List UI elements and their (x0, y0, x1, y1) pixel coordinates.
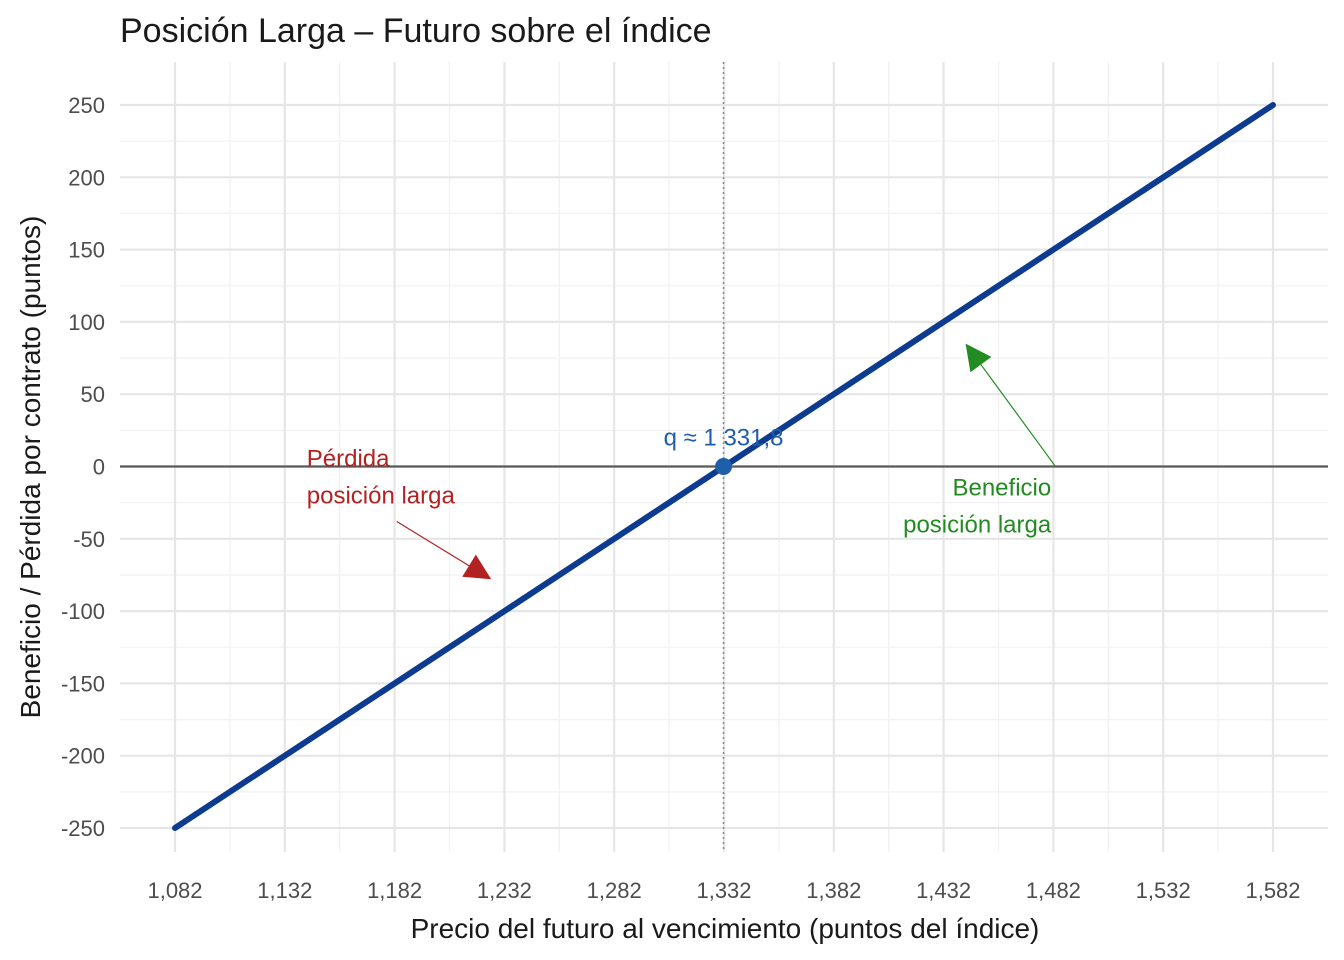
x-tick-label: 1,382 (806, 878, 861, 903)
x-tick-label: 1,082 (147, 878, 202, 903)
y-tick-label: -150 (61, 671, 105, 696)
annotation-arrow-shaft (980, 364, 1057, 468)
annotation-arrow-shaft (396, 520, 470, 567)
y-tick-label: 0 (93, 455, 105, 480)
x-tick-label: 1,432 (916, 878, 971, 903)
annotation-line: Beneficio (952, 474, 1051, 501)
x-tick-label: 1,132 (257, 878, 312, 903)
y-tick-label: -200 (61, 744, 105, 769)
series-layer: q ≈ 1 331,8 (172, 102, 1276, 831)
tick-labels: 1,082 1,132 1,182 1,232 1,282 1,332 1,382 1,432… (61, 93, 1301, 903)
annotation-line: Pérdida (307, 446, 390, 473)
breakeven-label: q ≈ 1 331,8 (664, 425, 784, 452)
breakeven-point (715, 458, 733, 475)
x-tick-label: 1,582 (1245, 878, 1300, 903)
x-tick-label: 1,482 (1026, 878, 1081, 903)
y-axis-title: Beneficio / Pérdida por contrato (puntos… (15, 216, 46, 719)
x-tick-label: 1,232 (477, 878, 532, 903)
x-tick-label: 1,332 (696, 878, 751, 903)
annotation-arrow-head (462, 554, 492, 580)
annotation-label: Beneficio posición larga (903, 474, 1052, 538)
annotation-arrow-head (965, 343, 992, 373)
x-tick-label: 1,532 (1136, 878, 1191, 903)
y-tick-label: 150 (68, 238, 105, 263)
y-tick-label: 250 (68, 93, 105, 118)
x-tick-label: 1,282 (587, 878, 642, 903)
annotation-line: posición larga (307, 483, 456, 510)
y-tick-label: -50 (73, 527, 105, 552)
annotations: Pérdida posición larga Beneficio posición l… (307, 343, 1057, 580)
x-tick-label: 1,182 (367, 878, 422, 903)
annotation-line: posición larga (903, 511, 1052, 538)
x-axis-title: Precio del futuro al vencimiento (puntos… (411, 913, 1040, 944)
y-tick-label: 50 (81, 382, 105, 407)
y-tick-label: -250 (61, 816, 105, 841)
annotation-label: Pérdida posición larga (307, 446, 456, 510)
y-tick-label: 100 (68, 310, 105, 335)
y-tick-label: -100 (61, 599, 105, 624)
chart-title: Posición Larga – Futuro sobre el índice (120, 12, 712, 50)
y-tick-label: 200 (68, 165, 105, 190)
